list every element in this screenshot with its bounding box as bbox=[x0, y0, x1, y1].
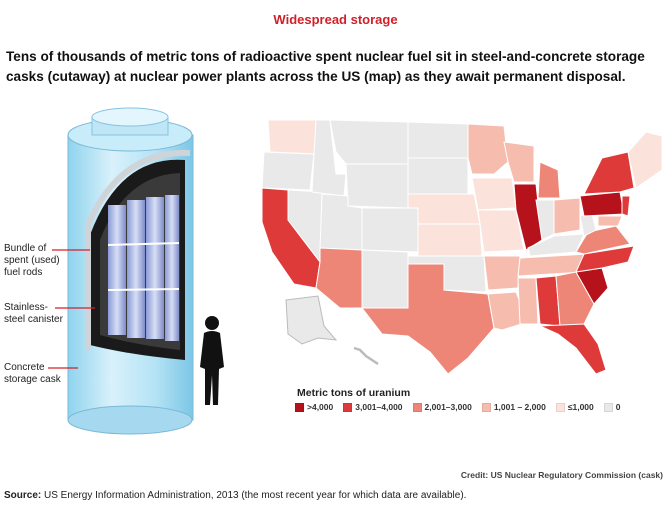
source-note: Source: US Energy Information Administra… bbox=[4, 490, 467, 501]
headline: Tens of thousands of metric tons of radi… bbox=[6, 49, 645, 84]
legend-swatch bbox=[603, 402, 613, 412]
state-wisconsin bbox=[503, 141, 535, 183]
state-new-england bbox=[627, 131, 663, 189]
state-michigan bbox=[537, 161, 561, 199]
state-north-dakota bbox=[407, 121, 469, 159]
state-kentucky bbox=[527, 233, 585, 257]
legend-swatch bbox=[481, 402, 491, 412]
us-map bbox=[261, 119, 663, 375]
legend-swatch bbox=[295, 402, 304, 412]
state-mississippi bbox=[517, 277, 539, 325]
state-arkansas bbox=[483, 255, 521, 291]
state-georgia bbox=[555, 271, 595, 327]
label-canister: Stainless- steel canister bbox=[4, 302, 63, 325]
image-credit: Credit: US Nuclear Regulatory Commission… bbox=[460, 470, 663, 480]
state-louisiana bbox=[487, 291, 529, 331]
legend-swatch bbox=[555, 402, 565, 412]
legend-item: >4,000 bbox=[295, 402, 333, 412]
state-kansas bbox=[417, 223, 483, 257]
storage-cask-illustration bbox=[48, 107, 224, 435]
fuel-rod-bundle bbox=[107, 195, 180, 341]
state-arizona bbox=[315, 247, 363, 309]
state-north-carolina bbox=[575, 245, 635, 273]
state-colorado bbox=[361, 207, 419, 253]
legend-swatch bbox=[343, 402, 353, 412]
label-concrete-cask: Concrete storage cask bbox=[4, 362, 61, 385]
state-washington bbox=[267, 119, 317, 155]
state-missouri bbox=[477, 209, 525, 253]
state-new-york bbox=[583, 151, 635, 195]
state-ohio bbox=[553, 197, 581, 235]
state-hawaii bbox=[353, 346, 379, 366]
legend-item: 2,001–3,000 bbox=[412, 402, 472, 412]
state-iowa bbox=[471, 177, 517, 211]
state-new-mexico bbox=[361, 249, 409, 309]
legend: >4,000 3,001–4,000 2,001–3,000 1,001 – 2… bbox=[295, 402, 620, 412]
state-maryland bbox=[597, 215, 623, 227]
state-south-dakota bbox=[407, 157, 469, 195]
state-texas bbox=[360, 263, 495, 375]
state-nebraska bbox=[407, 193, 481, 225]
state-minnesota bbox=[467, 123, 509, 175]
legend-swatch bbox=[412, 402, 422, 412]
state-florida bbox=[539, 323, 607, 375]
state-wyoming bbox=[345, 163, 409, 209]
person-silhouette bbox=[200, 316, 224, 405]
legend-item: 3,001–4,000 bbox=[343, 402, 403, 412]
legend-item: 1,001 – 2,000 bbox=[481, 402, 546, 412]
legend-title: Metric tons of uranium bbox=[297, 387, 411, 399]
kicker-title: Widespread storage bbox=[273, 12, 398, 27]
state-idaho bbox=[311, 119, 347, 197]
state-new-jersey bbox=[621, 195, 631, 217]
legend-item: 0 bbox=[603, 402, 620, 412]
legend-item: ≤1,000 bbox=[555, 402, 594, 412]
label-fuel-rods: Bundle of spent (used) fuel rods bbox=[4, 243, 60, 278]
state-oregon bbox=[261, 151, 315, 191]
state-montana bbox=[329, 119, 409, 165]
state-alaska bbox=[285, 295, 338, 345]
state-pennsylvania bbox=[579, 191, 625, 217]
